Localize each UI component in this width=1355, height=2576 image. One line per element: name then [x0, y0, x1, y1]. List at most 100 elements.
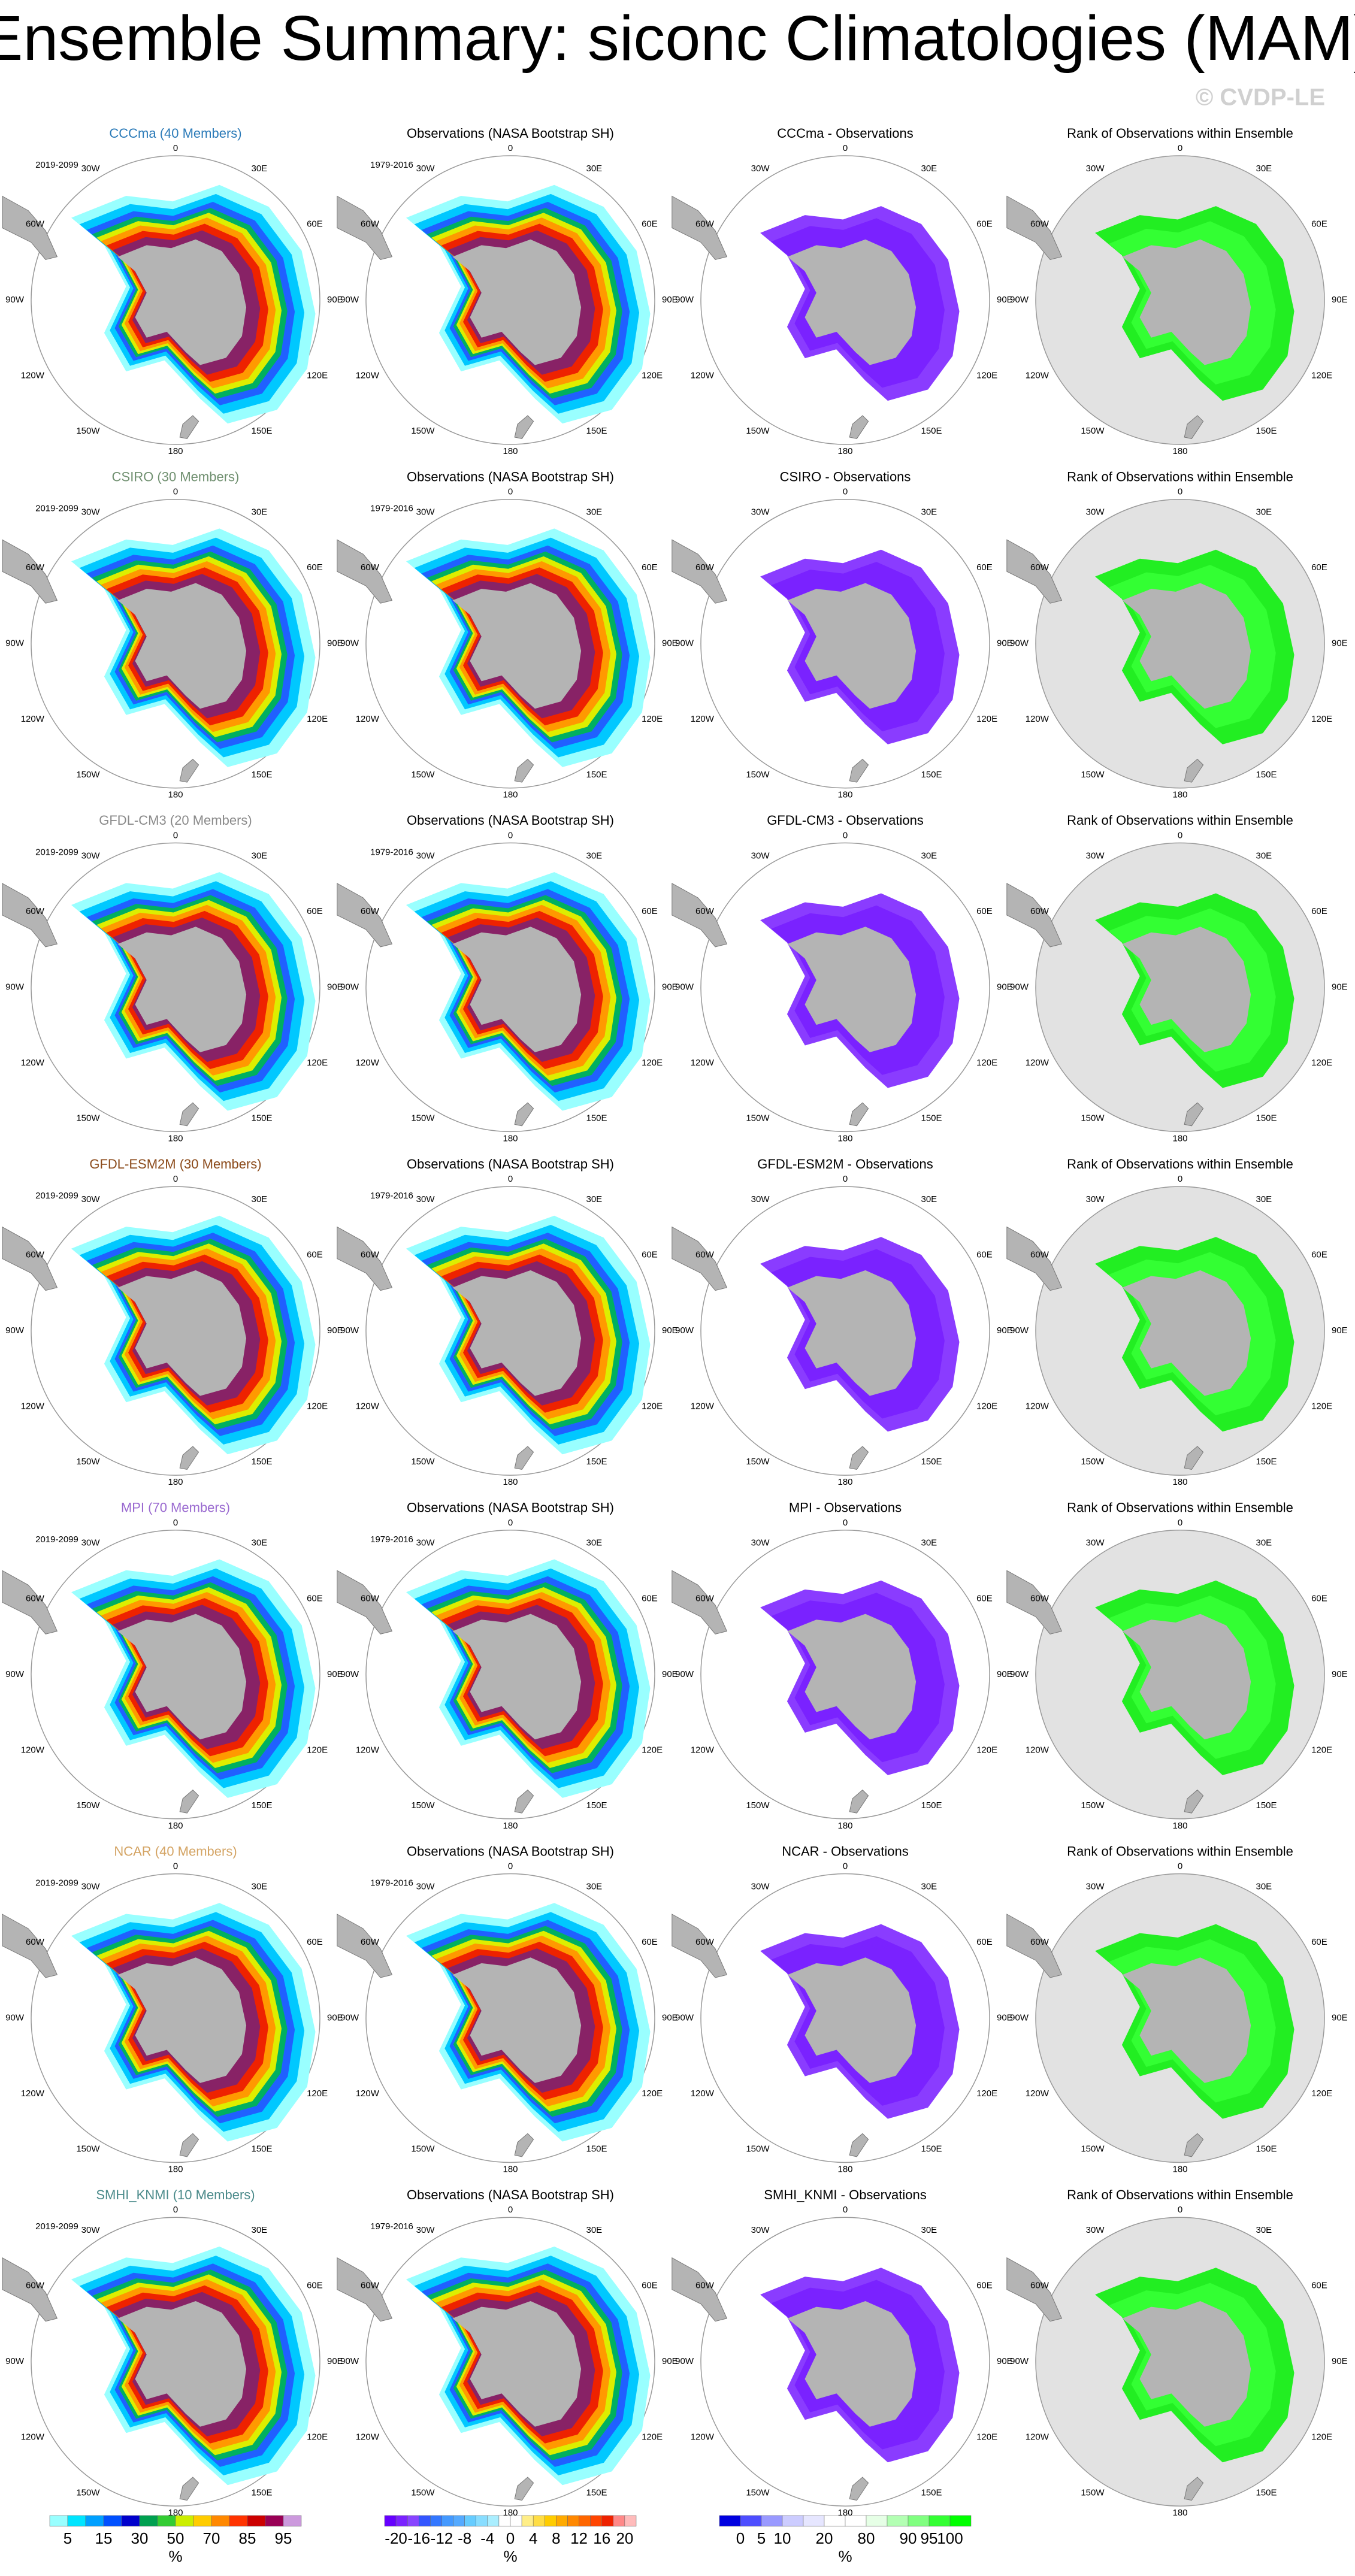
longitude-label: 0	[173, 1518, 178, 1528]
colorbar-tick-label: 50	[167, 2529, 185, 2547]
longitude-label: 180	[503, 2164, 518, 2174]
period-label: 1979-2016	[370, 1191, 413, 1201]
longitude-label: 90E	[1332, 638, 1348, 649]
longitude-label: 30E	[586, 1881, 603, 1891]
longitude-label: 30E	[586, 850, 603, 861]
longitude-label: 150E	[921, 1113, 942, 1123]
longitude-label: 30W	[81, 1194, 101, 1204]
longitude-label: 150W	[1081, 2487, 1105, 2498]
longitude-label: 150W	[76, 1457, 100, 1467]
longitude-label: 0	[1178, 1518, 1182, 1528]
longitude-label: 30E	[921, 850, 937, 861]
polar-map: 0 30E 60E 90E 120E 150E 180 150W 120W 90W 60W 30W	[2, 487, 343, 800]
longitude-label: 120E	[1311, 1745, 1332, 1755]
longitude-label: 30E	[921, 2225, 937, 2235]
longitude-label: 60E	[976, 219, 993, 229]
new-zealand	[849, 1789, 869, 1814]
longitude-label: 150E	[586, 770, 607, 780]
longitude-label: 60E	[1311, 1937, 1327, 1947]
longitude-label: 30W	[751, 1538, 770, 1548]
colorbar-box	[521, 2515, 534, 2527]
south-america	[2, 1914, 58, 1978]
antarctica	[452, 1957, 582, 2083]
new-zealand	[179, 415, 199, 439]
polar-map: 0 30E 60E 90E 120E 150E 180 150W 120W 90W 60W 30W	[1006, 830, 1348, 1143]
longitude-label: 120W	[691, 1058, 715, 1068]
panel-title: Rank of Observations within Ensemble	[1067, 1500, 1293, 1515]
colorbar-tick-label: 80	[858, 2529, 875, 2547]
longitude-label: 180	[503, 790, 518, 800]
longitude-label: 180	[837, 1477, 852, 1487]
longitude-label: 90E	[662, 295, 678, 305]
antarctica	[1122, 583, 1251, 709]
antarctica	[117, 583, 247, 709]
longitude-label: 30E	[586, 2225, 603, 2235]
panel-title: CCCma - Observations	[777, 126, 913, 141]
longitude-label: 150W	[1081, 426, 1105, 436]
longitude-label: 0	[508, 1518, 513, 1528]
longitude-label: 90E	[1332, 1669, 1348, 1679]
period-label: 1979-2016	[370, 160, 413, 170]
longitude-label: 90E	[327, 2012, 343, 2023]
panel-title: GFDL-CM3 (20 Members)	[99, 813, 252, 828]
longitude-label: 150W	[746, 426, 770, 436]
longitude-label: 90E	[662, 982, 678, 992]
colorbar-box	[265, 2515, 284, 2527]
panel-title: GFDL-CM3 - Observations	[767, 813, 924, 828]
longitude-label: 150W	[411, 426, 435, 436]
colorbar-box	[545, 2515, 556, 2527]
longitude-label: 30W	[416, 2225, 435, 2235]
longitude-label: 180	[1172, 790, 1187, 800]
longitude-label: 60W	[26, 1593, 45, 1603]
longitude-label: 30E	[252, 1194, 268, 1204]
antarctica	[452, 1614, 582, 1740]
longitude-label: 120W	[356, 2432, 380, 2442]
colorbar-unit: %	[838, 2547, 852, 2565]
longitude-label: 30E	[1256, 2225, 1272, 2235]
colorbar-box	[567, 2515, 579, 2527]
longitude-label: 90W	[1010, 638, 1029, 649]
longitude-label: 90W	[340, 2356, 359, 2366]
period-label: 1979-2016	[370, 1534, 413, 1545]
colorbar-tick-label: -16	[407, 2529, 430, 2547]
new-zealand	[849, 2133, 869, 2157]
longitude-label: 150W	[1081, 1800, 1105, 1811]
panel-title: Rank of Observations within Ensemble	[1067, 1157, 1293, 1172]
longitude-label: 90E	[662, 638, 678, 649]
longitude-label: 60W	[26, 2281, 45, 2291]
colorbar-box	[556, 2515, 568, 2527]
panel-title: NCAR (40 Members)	[114, 1844, 237, 1858]
south-america	[2, 539, 58, 604]
colorbar-box	[464, 2515, 476, 2527]
period-label: 2019-2099	[35, 2221, 78, 2232]
colorbar-tick-label: 0	[506, 2529, 515, 2547]
longitude-label: 90W	[1010, 2012, 1029, 2023]
longitude-label: 120E	[976, 1745, 997, 1755]
longitude-label: 180	[837, 1821, 852, 1831]
antarctica	[787, 1270, 917, 1396]
longitude-label: 30E	[1256, 850, 1272, 861]
south-america	[1006, 883, 1063, 948]
longitude-label: 60W	[361, 2281, 380, 2291]
longitude-label: 180	[1172, 2508, 1187, 2518]
colorbar-box	[395, 2515, 408, 2527]
longitude-label: 150W	[411, 770, 435, 780]
colorbar-tick-label: 95	[275, 2529, 292, 2547]
colorbar-box	[407, 2515, 419, 2527]
colorbar-box	[949, 2515, 972, 2527]
longitude-label: 120E	[1311, 1401, 1332, 1412]
longitude-label: 90E	[327, 638, 343, 649]
longitude-label: 150W	[411, 2487, 435, 2498]
longitude-label: 60W	[26, 1250, 45, 1260]
longitude-label: 60W	[695, 1593, 715, 1603]
longitude-label: 90W	[340, 2012, 359, 2023]
south-america	[672, 883, 728, 948]
colorbar-tick-label: 12	[570, 2529, 588, 2547]
colorbar-box	[419, 2515, 431, 2527]
longitude-label: 180	[1172, 2164, 1187, 2174]
longitude-label: 180	[1172, 1477, 1187, 1487]
period-label: 2019-2099	[35, 1191, 78, 1201]
longitude-label: 30W	[416, 1538, 435, 1548]
longitude-label: 150E	[586, 1800, 607, 1811]
